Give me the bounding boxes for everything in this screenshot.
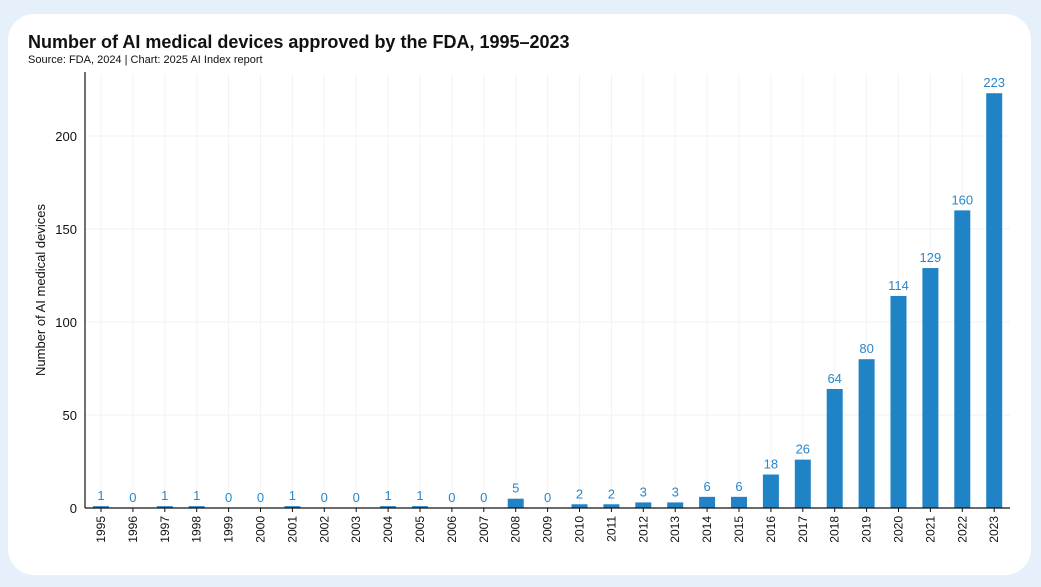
data-label: 1 — [193, 488, 200, 503]
data-label: 114 — [888, 278, 909, 293]
data-label: 0 — [353, 490, 360, 505]
x-tick-label: 2019 — [860, 516, 874, 543]
bar — [156, 506, 173, 508]
x-tick-label: 1995 — [94, 516, 108, 543]
x-tick-label: 2002 — [317, 516, 331, 543]
bar — [93, 506, 109, 508]
bar — [794, 459, 811, 508]
bar — [890, 295, 907, 508]
bar — [188, 506, 205, 508]
x-tick-label: 2016 — [764, 516, 778, 543]
bar — [667, 502, 684, 508]
x-tick-label: 2011 — [604, 516, 618, 542]
bar — [284, 506, 301, 508]
y-tick-label: 150 — [55, 222, 77, 237]
x-tick-label: 2023 — [987, 516, 1001, 543]
x-tick-label: 2014 — [700, 516, 714, 543]
bar — [699, 496, 716, 508]
data-label: 6 — [703, 479, 710, 494]
data-label: 0 — [257, 490, 264, 505]
data-label: 1 — [384, 488, 391, 503]
data-label: 18 — [764, 457, 778, 472]
x-tick-label: 2020 — [892, 516, 906, 543]
bar — [731, 496, 747, 508]
x-tick-label: 2012 — [636, 516, 650, 543]
x-tick-label: 2008 — [509, 516, 523, 543]
data-label: 0 — [225, 490, 232, 505]
bar — [507, 498, 524, 508]
data-label: 223 — [983, 75, 1005, 90]
x-tick-label: 2021 — [923, 516, 937, 543]
data-label: 160 — [951, 192, 973, 207]
bar — [762, 474, 779, 508]
data-label: 2 — [608, 486, 615, 501]
x-tick-label: 2015 — [732, 516, 746, 543]
bar — [380, 506, 397, 508]
data-label: 80 — [859, 341, 873, 356]
y-tick-label: 0 — [70, 501, 77, 516]
x-tick-label: 1998 — [190, 516, 204, 543]
x-tick-label: 2000 — [254, 516, 268, 543]
data-label: 0 — [448, 490, 455, 505]
bar — [858, 359, 875, 508]
x-tick-label: 1996 — [126, 516, 140, 543]
bar — [954, 210, 971, 508]
data-label: 1 — [97, 488, 104, 503]
data-label: 1 — [289, 488, 296, 503]
bar — [986, 93, 1003, 508]
data-label: 26 — [796, 442, 810, 457]
y-tick-label: 100 — [55, 315, 77, 330]
x-tick-label: 2006 — [445, 516, 459, 543]
data-label: 3 — [640, 484, 647, 499]
data-label: 2 — [576, 486, 583, 501]
data-label: 1 — [161, 488, 168, 503]
y-tick-label: 200 — [55, 129, 77, 144]
bar — [571, 504, 588, 508]
data-label: 3 — [672, 484, 679, 499]
x-tick-label: 2010 — [573, 516, 587, 543]
chart-subtitle: Source: FDA, 2024 | Chart: 2025 AI Index… — [28, 54, 263, 66]
bar — [826, 388, 843, 508]
data-label: 64 — [827, 371, 841, 386]
data-label: 129 — [920, 250, 942, 265]
data-label: 5 — [512, 481, 519, 496]
x-tick-label: 2004 — [381, 516, 395, 543]
x-tick-label: 2003 — [349, 516, 363, 543]
x-tick-label: 2001 — [285, 516, 299, 543]
chart-title: Number of AI medical devices approved by… — [28, 32, 570, 52]
y-axis-label: Number of AI medical devices — [33, 204, 48, 376]
bar — [635, 502, 652, 508]
data-label: 6 — [735, 479, 742, 494]
bar — [922, 268, 939, 508]
x-tick-label: 2007 — [477, 516, 491, 543]
x-tick-label: 2017 — [796, 516, 810, 543]
data-label: 0 — [544, 490, 551, 505]
x-tick-label: 1999 — [222, 516, 236, 543]
data-label: 0 — [129, 490, 136, 505]
x-tick-label: 1997 — [158, 516, 172, 543]
data-label: 0 — [480, 490, 487, 505]
x-tick-label: 2018 — [828, 516, 842, 543]
bar — [412, 506, 428, 508]
bar — [603, 504, 620, 508]
data-label: 1 — [416, 488, 423, 503]
x-tick-label: 2005 — [413, 516, 427, 543]
x-tick-label: 2022 — [955, 516, 969, 543]
y-tick-label: 50 — [63, 408, 77, 423]
x-tick-label: 2013 — [668, 516, 682, 543]
data-label: 0 — [321, 490, 328, 505]
x-tick-label: 2009 — [541, 516, 555, 543]
